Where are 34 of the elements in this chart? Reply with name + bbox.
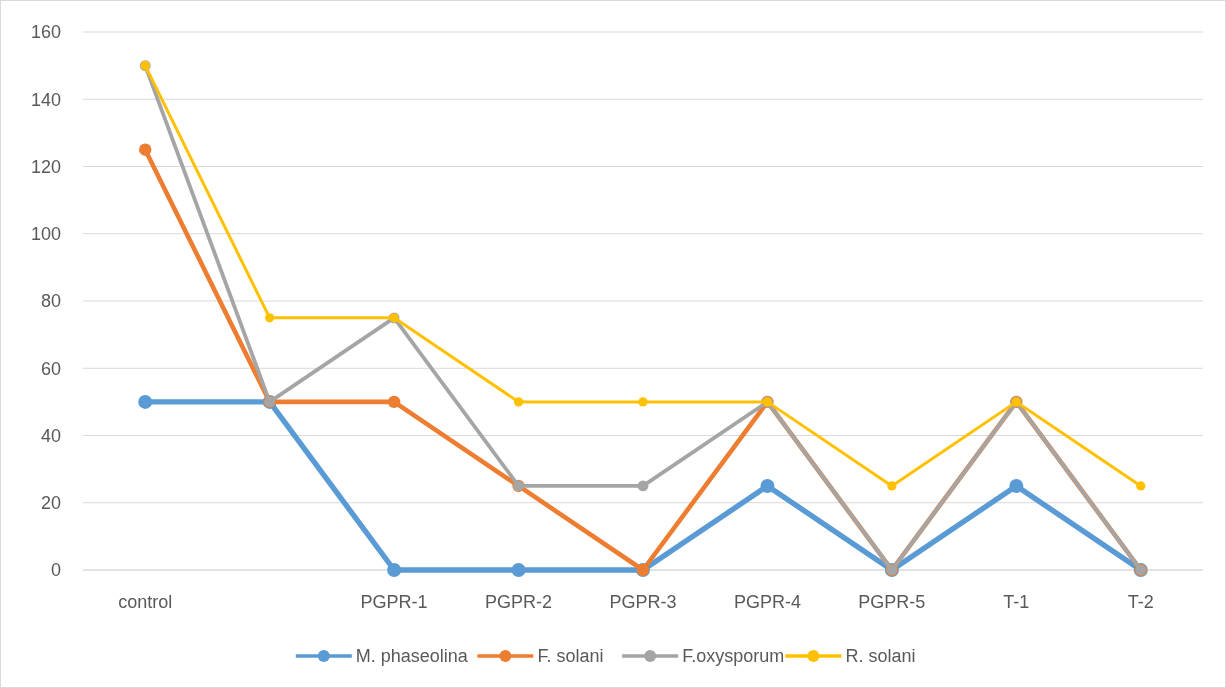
y-tick-label: 20	[40, 493, 61, 514]
legend-label: M. phaseolina	[355, 646, 469, 667]
x-tick-label: control	[118, 592, 173, 612]
point	[265, 313, 275, 323]
x-tick-label: T-2	[1127, 592, 1154, 612]
point	[511, 563, 526, 577]
x-tick-label: PGPR-4	[733, 592, 801, 612]
x-tick-label: PGPR-5	[858, 592, 926, 612]
legend-label: F. solani	[537, 646, 604, 667]
y-tick-label: 100	[30, 224, 61, 245]
legend-label: R. solani	[845, 646, 916, 667]
y-tick-label: 140	[30, 89, 61, 110]
x-tick-label: T-1	[1003, 592, 1030, 612]
y-tick-label: 60	[40, 358, 61, 379]
point	[887, 481, 897, 491]
point	[638, 397, 648, 407]
x-tick-label: PGPR-2	[485, 592, 553, 612]
y-tick-label: 120	[30, 156, 61, 177]
point	[1009, 478, 1024, 493]
y-tick-label: 80	[40, 291, 61, 312]
x-tick-label: PGPR-3	[609, 592, 677, 612]
point	[387, 563, 402, 577]
point	[139, 143, 152, 156]
y-tick-label: 0	[50, 560, 61, 581]
point	[387, 395, 401, 409]
point	[513, 397, 524, 407]
point	[1136, 481, 1146, 491]
point	[637, 480, 649, 492]
y-tick-label: 160	[30, 22, 61, 43]
point	[138, 394, 153, 409]
legend-label: F.oxysporum	[682, 646, 785, 667]
x-tick-label: PGPR-1	[360, 592, 428, 612]
y-tick-label: 40	[40, 425, 61, 446]
point	[760, 478, 775, 493]
